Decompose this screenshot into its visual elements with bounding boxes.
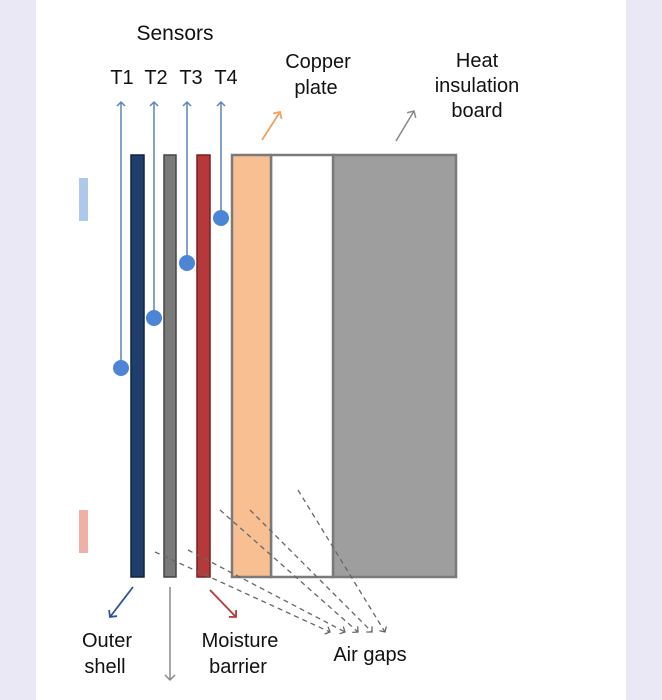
middle-gray-layer bbox=[163, 154, 177, 578]
sensors-label: Sensors bbox=[136, 22, 213, 45]
heat-board-label-1: Heat bbox=[456, 50, 499, 72]
moisture-barrier-layer bbox=[196, 154, 211, 578]
sensor-t3-dot bbox=[179, 255, 195, 271]
air-gap-arrow-5 bbox=[297, 489, 387, 633]
air-gaps-label: Air gaps bbox=[333, 644, 406, 666]
air-gap-arrow-3 bbox=[219, 509, 359, 633]
copper-plate bbox=[230, 153, 273, 579]
moisture-barrier-label-2: barrier bbox=[209, 656, 267, 678]
outer-shell-label-2: shell bbox=[84, 656, 125, 678]
heat-board-label-2: insulation bbox=[435, 75, 520, 97]
sensor-t4-dot bbox=[213, 210, 229, 226]
moisture-barrier-label-1: Moisture bbox=[202, 630, 279, 652]
blue-side-marker bbox=[79, 178, 88, 221]
sensor-t1-dot bbox=[113, 360, 129, 376]
moisture-barrier-arrow bbox=[209, 589, 238, 618]
heat-board-arrow bbox=[395, 110, 417, 142]
copper-plate-arrow bbox=[261, 110, 283, 141]
heat-board-label-3: board bbox=[451, 100, 502, 122]
sensor-t4-label: T4 bbox=[214, 67, 237, 89]
sensor-t1-label: T1 bbox=[110, 67, 133, 89]
air-gap-arrows bbox=[154, 489, 387, 635]
heat-insulation-board bbox=[331, 153, 458, 579]
sensor-t3-label: T3 bbox=[179, 67, 202, 89]
inner-air-gap bbox=[269, 153, 335, 579]
outer-shell-label-1: Outer bbox=[82, 630, 132, 652]
air-gap-arrow-4 bbox=[249, 509, 373, 633]
red-side-marker bbox=[79, 510, 88, 553]
sensor-t2-label: T2 bbox=[144, 67, 167, 89]
copper-plate-label-2: plate bbox=[294, 77, 337, 99]
outer-shell-arrow bbox=[108, 586, 134, 619]
sensor-t2-dot bbox=[146, 310, 162, 326]
air-gap-arrow-2 bbox=[187, 549, 346, 635]
outer-shell-layer bbox=[130, 154, 145, 578]
copper-plate-label-1: Copper bbox=[285, 51, 351, 73]
